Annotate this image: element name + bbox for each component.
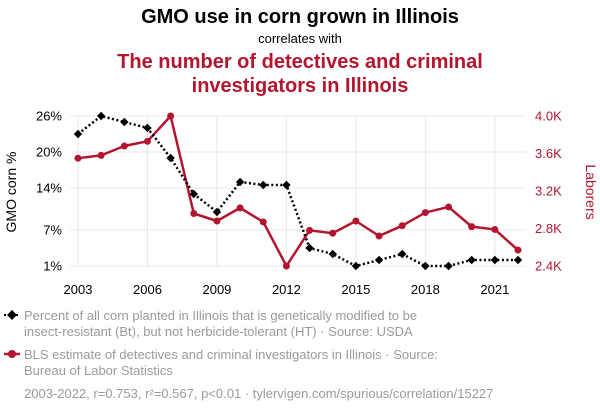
legend: Percent of all corn planted in Illinois … (4, 308, 438, 378)
series-gmo-point (120, 117, 129, 127)
series-gmo-point (282, 180, 291, 190)
y-right-tick-label: 3.2K (535, 184, 562, 199)
series-detectives-point (468, 223, 476, 231)
y-left-tick-label: 26% (36, 109, 62, 124)
series-detectives-point (167, 112, 175, 120)
x-tick-label: 2009 (202, 282, 231, 297)
series-layer (73, 111, 523, 271)
chart-subtitle-line1: The number of detectives and criminal (117, 51, 483, 73)
series-gmo-point (328, 249, 337, 259)
y-left-tick-label: 7% (43, 223, 62, 238)
y-right-tick-label: 3.6K (535, 146, 562, 161)
series-detectives-point (398, 222, 406, 230)
x-tick-label: 2021 (480, 282, 509, 297)
y-left-tick-label: 1% (43, 259, 62, 274)
series-detectives-point (190, 210, 198, 217)
series-gmo-point (421, 261, 430, 271)
series-gmo-point (143, 123, 152, 133)
series-gmo-point (490, 255, 500, 265)
legend-marker-detectives (8, 350, 16, 358)
series-gmo-point (259, 180, 268, 190)
legend-item-gmo-line2: insect-resistant (Bt), but not herbicide… (24, 324, 413, 339)
series-detectives-point (306, 226, 314, 234)
series-gmo-line (77, 114, 518, 268)
series-detectives-point (143, 137, 151, 145)
grid-layer (70, 115, 526, 267)
x-tick-label: 2012 (272, 282, 301, 297)
series-detectives-point (282, 262, 290, 270)
x-tick-label: 2006 (133, 282, 162, 297)
series-gmo-point (351, 261, 361, 271)
legend-item-detectives-line2: Bureau of Labor Statistics (24, 363, 173, 378)
series-gmo-point (96, 111, 106, 121)
series-detectives-point (120, 142, 128, 150)
left-axis-ticks: 1% 7% 14% 20% 26% (36, 109, 62, 274)
series-gmo-point (305, 243, 314, 253)
series-detectives-point (491, 225, 499, 233)
series-gmo-point (398, 249, 407, 259)
series-gmo-point (166, 153, 175, 163)
series-detectives-point (421, 209, 429, 217)
y-axis-label-right: Laborers (583, 164, 599, 219)
y-left-tick-label: 14% (36, 181, 62, 196)
y-left-tick-label: 20% (36, 145, 62, 160)
legend-marker-gmo (7, 310, 17, 320)
series-detectives-point (213, 217, 221, 225)
x-tick-label: 2003 (64, 282, 93, 297)
footer-stats: 2003-2022, r=0.753, r²=0.567, p<0.01 · t… (24, 386, 493, 401)
series-gmo-point (189, 189, 198, 199)
legend-item-detectives-line1: BLS estimate of detectives and criminal … (24, 347, 438, 362)
series-detectives-point (445, 203, 453, 211)
y-right-tick-label: 4.0K (535, 109, 562, 124)
legend-item-gmo-line1: Percent of all corn planted in Illinois … (24, 308, 417, 323)
series-detectives-point (329, 229, 337, 237)
y-right-tick-label: 2.4K (535, 259, 562, 274)
x-tick-label: 2015 (341, 282, 370, 297)
series-detectives-point (74, 154, 82, 162)
series-gmo-point (444, 261, 453, 271)
series-detectives-point (375, 232, 383, 240)
chart-subtitle-line2: investigators in Illinois (192, 75, 409, 97)
series-gmo-point (235, 177, 245, 187)
series-detectives-point (236, 204, 244, 212)
series-detectives-point (259, 218, 267, 226)
series-gmo-point (73, 129, 83, 139)
series-gmo-point (212, 207, 222, 217)
y-right-tick-label: 2.8K (535, 221, 562, 236)
series-gmo-point (374, 255, 384, 265)
series-gmo-point (513, 255, 523, 265)
series-detectives-line (77, 114, 519, 268)
series-detectives-point (97, 151, 105, 159)
series-gmo-point (467, 255, 476, 265)
x-axis-ticks: 2003 2006 2009 2012 2015 2018 2021 (64, 282, 510, 297)
series-detectives-point (352, 217, 360, 225)
x-tick-label: 2018 (411, 282, 440, 297)
y-axis-label-left: GMO corn % (3, 152, 19, 233)
chart-title: GMO use in corn grown in Illinois (141, 6, 459, 28)
series-detectives-point (514, 246, 522, 254)
chart-connector: correlates with (258, 31, 342, 46)
right-axis-ticks: 2.4K 2.8K 3.2K 3.6K 4.0K (535, 109, 562, 274)
